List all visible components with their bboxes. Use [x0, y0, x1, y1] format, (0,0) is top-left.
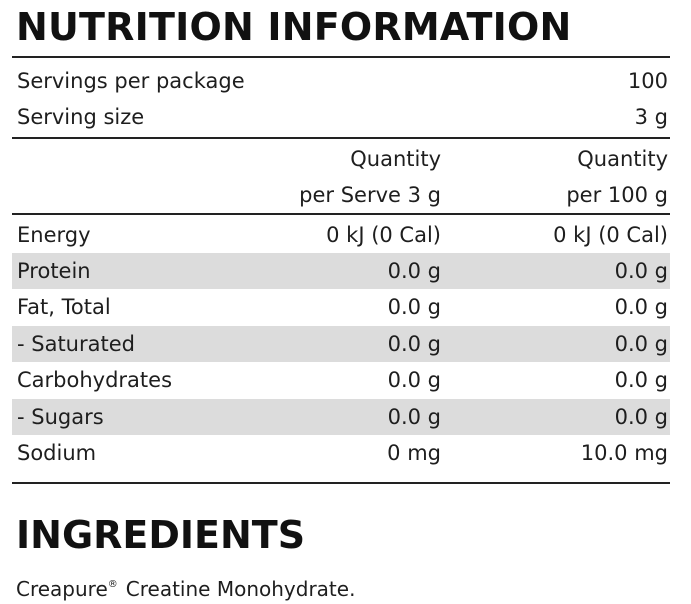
nutrition-title: NUTRITION INFORMATION [16, 5, 572, 49]
nutrient-per-serve: 0.0 g [387, 368, 441, 392]
nutrient-per-serve: 0.0 g [387, 405, 441, 429]
nutrient-row-sugars: - Sugars 0.0 g 0.0 g [12, 399, 670, 435]
serving-size-row: Serving size 3 g [12, 99, 670, 135]
nutrient-row-protein: Protein 0.0 g 0.0 g [12, 253, 670, 289]
nutrient-per-100g: 0.0 g [614, 368, 668, 392]
nutrient-per-100g: 0.0 g [614, 259, 668, 283]
nutrient-label: - Saturated [17, 332, 135, 356]
nutrient-label: Fat, Total [17, 295, 111, 319]
nutrient-per-serve: 0.0 g [387, 295, 441, 319]
ingredients-text: Creapure® Creatine Monohydrate. [16, 570, 355, 604]
nutrient-per-100g: 0.0 g [614, 332, 668, 356]
divider-columns [12, 213, 670, 215]
serving-size-value: 3 g [634, 105, 668, 129]
nutrient-row-sodium: Sodium 0 mg 10.0 mg [12, 435, 670, 471]
per-serve-header-line1: Quantity [350, 147, 441, 171]
nutrient-per-serve: 0 mg [387, 441, 441, 465]
ingredient-name: Creatine Monohydrate. [125, 577, 356, 601]
servings-per-package-row: Servings per package 100 [12, 63, 670, 99]
per-100g-header-line2: per 100 g [566, 183, 668, 207]
servings-per-package-value: 100 [627, 69, 668, 93]
divider-bottom [12, 482, 670, 484]
nutrient-per-serve: 0 kJ (0 Cal) [326, 223, 441, 247]
per-serve-header-line2: per Serve 3 g [299, 183, 441, 207]
nutrient-per-100g: 10.0 mg [580, 441, 668, 465]
serving-size-label: Serving size [17, 105, 145, 129]
divider-header [12, 137, 670, 139]
ingredient-brand: Creapure [16, 577, 108, 601]
nutrient-label: - Sugars [17, 405, 104, 429]
nutrient-per-100g: 0.0 g [614, 405, 668, 429]
per-100g-header-line1: Quantity [577, 147, 668, 171]
nutrient-label: Carbohydrates [17, 368, 173, 392]
nutrient-label: Energy [17, 223, 91, 247]
nutrient-per-100g: 0 kJ (0 Cal) [553, 223, 668, 247]
nutrient-row-carbohydrates: Carbohydrates 0.0 g 0.0 g [12, 362, 670, 398]
nutrient-label: Sodium [17, 441, 97, 465]
ingredients-title: INGREDIENTS [16, 513, 306, 557]
registered-mark: ® [107, 579, 118, 590]
divider-top [12, 56, 670, 58]
nutrient-row-saturated: - Saturated 0.0 g 0.0 g [12, 326, 670, 362]
servings-per-package-label: Servings per package [17, 69, 245, 93]
nutrient-per-100g: 0.0 g [614, 295, 668, 319]
nutrient-row-fat-total: Fat, Total 0.0 g 0.0 g [12, 289, 670, 325]
nutrient-row-energy: Energy 0 kJ (0 Cal) 0 kJ (0 Cal) [12, 217, 670, 253]
nutrient-per-serve: 0.0 g [387, 259, 441, 283]
nutrient-label: Protein [17, 259, 91, 283]
nutrient-per-serve: 0.0 g [387, 332, 441, 356]
